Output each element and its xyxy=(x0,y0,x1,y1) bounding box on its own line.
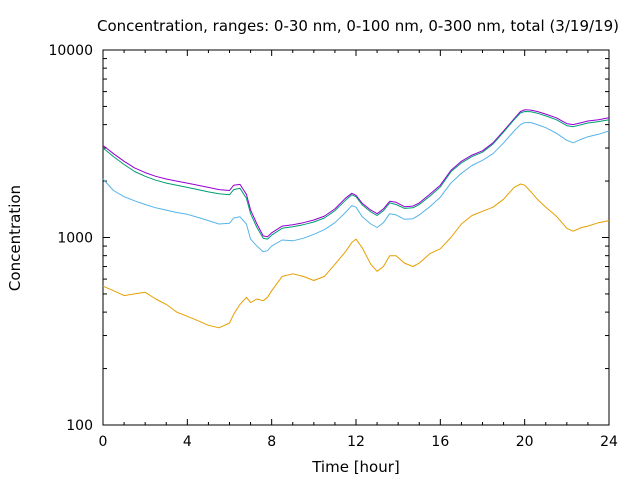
x-tick-label: 4 xyxy=(183,434,192,450)
x-tick-label: 8 xyxy=(267,434,276,450)
x-tick-label: 24 xyxy=(600,434,618,450)
series-line-3 xyxy=(102,122,610,253)
x-axis-label: Time [hour] xyxy=(311,458,400,476)
axis-ticks: 0 4 8 12 16 20 24 100 1000 10000 xyxy=(48,43,618,450)
x-tick-label: 16 xyxy=(431,434,449,450)
x-tick-label: 0 xyxy=(99,434,108,450)
series-group xyxy=(102,109,610,329)
x-tick-label: 12 xyxy=(347,434,365,450)
series-line-4 xyxy=(102,183,610,329)
x-tick-label: 20 xyxy=(516,434,534,450)
series-line-1 xyxy=(102,109,610,238)
y-axis-label: Concentration xyxy=(6,185,24,291)
y-tick-label: 100 xyxy=(66,418,93,434)
y-tick-label: 10000 xyxy=(48,43,93,59)
y-tick-label: 1000 xyxy=(57,231,93,247)
plot-frame xyxy=(102,49,610,426)
chart-title: Concentration, ranges: 0-30 nm, 0-100 nm… xyxy=(97,17,619,35)
series-line-2 xyxy=(102,111,610,240)
